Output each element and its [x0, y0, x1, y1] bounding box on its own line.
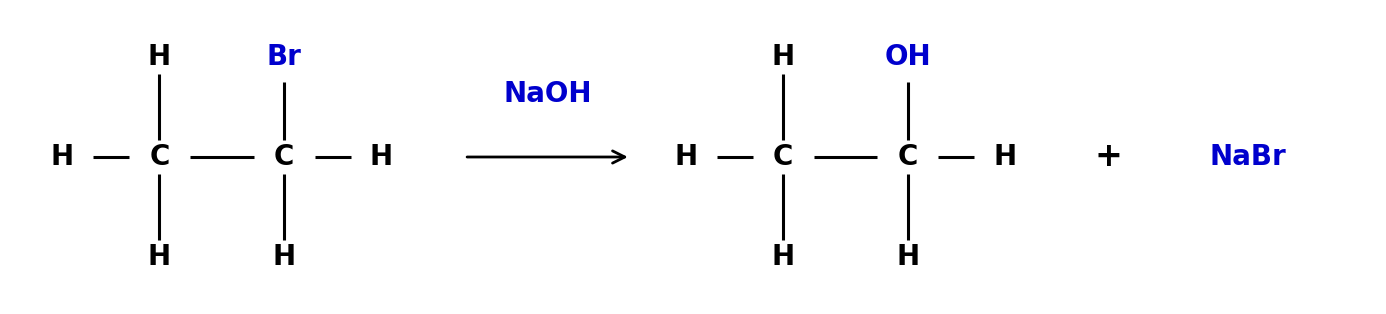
Text: C: C [898, 143, 918, 171]
Text: H: H [897, 243, 919, 272]
Text: H: H [148, 243, 170, 272]
Text: C: C [773, 143, 793, 171]
Text: H: H [772, 243, 794, 272]
Text: NaOH: NaOH [503, 80, 592, 108]
Text: C: C [150, 143, 169, 171]
Text: +: + [1095, 140, 1123, 174]
Text: C: C [274, 143, 294, 171]
Text: H: H [994, 143, 1016, 171]
Text: H: H [370, 143, 392, 171]
Text: H: H [273, 243, 295, 272]
Text: H: H [51, 143, 73, 171]
Text: NaBr: NaBr [1209, 143, 1286, 171]
Text: H: H [148, 42, 170, 71]
Text: Br: Br [266, 42, 302, 71]
Text: H: H [675, 143, 697, 171]
Text: H: H [772, 42, 794, 71]
Text: OH: OH [884, 42, 931, 71]
